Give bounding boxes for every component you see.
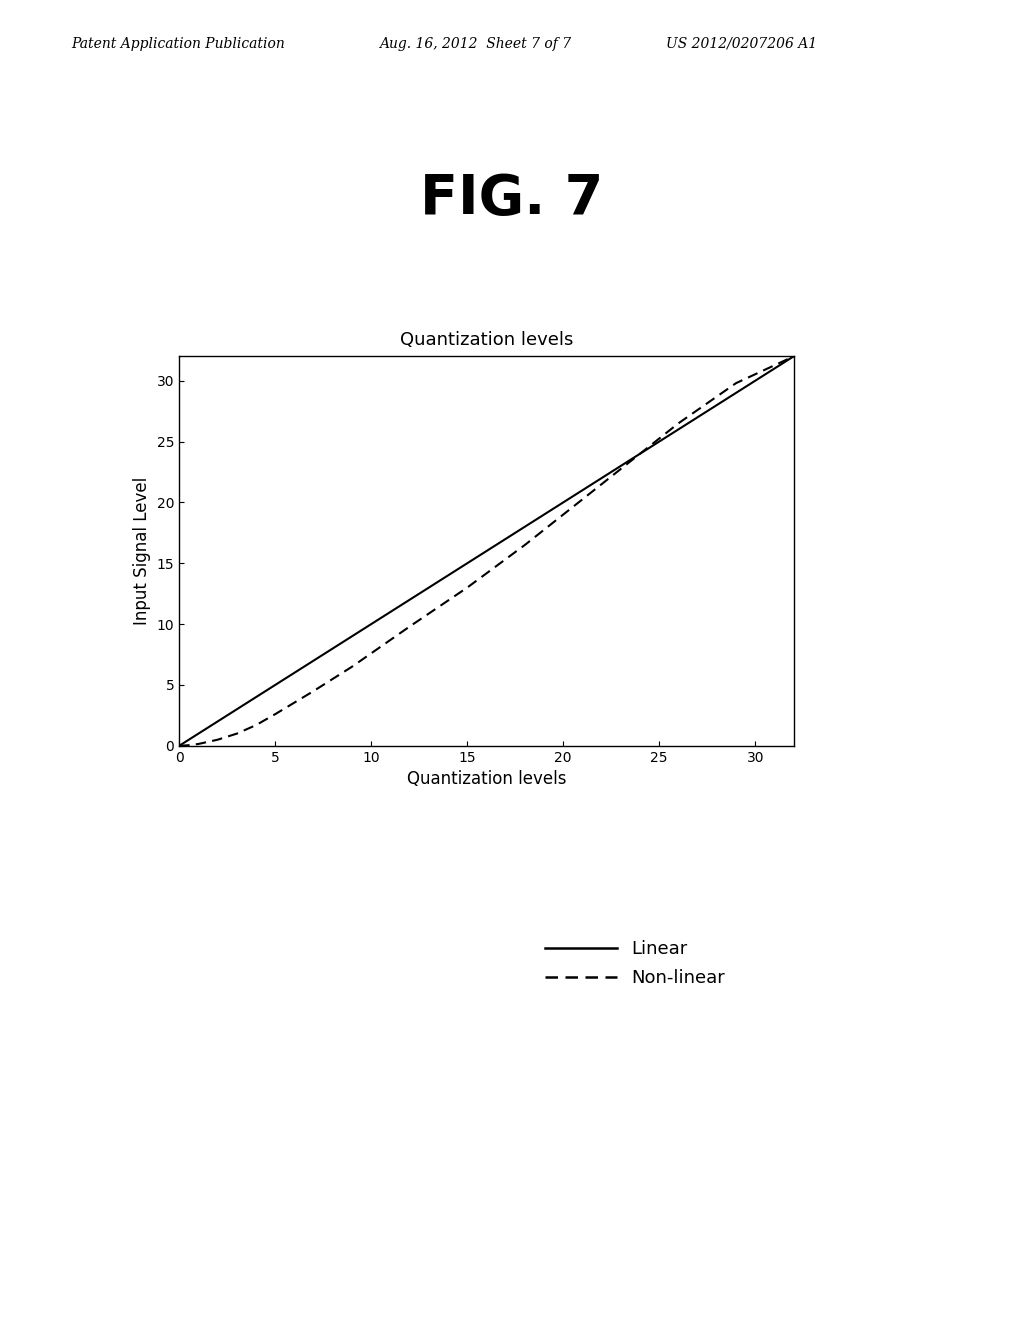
- Text: Aug. 16, 2012  Sheet 7 of 7: Aug. 16, 2012 Sheet 7 of 7: [379, 37, 571, 51]
- Text: US 2012/0207206 A1: US 2012/0207206 A1: [666, 37, 817, 51]
- Text: FIG. 7: FIG. 7: [421, 172, 603, 226]
- Legend: Linear, Non-linear: Linear, Non-linear: [538, 933, 732, 994]
- Y-axis label: Input Signal Level: Input Signal Level: [133, 477, 152, 626]
- X-axis label: Quantization levels: Quantization levels: [407, 770, 566, 788]
- Text: Patent Application Publication: Patent Application Publication: [72, 37, 286, 51]
- Title: Quantization levels: Quantization levels: [399, 331, 573, 350]
